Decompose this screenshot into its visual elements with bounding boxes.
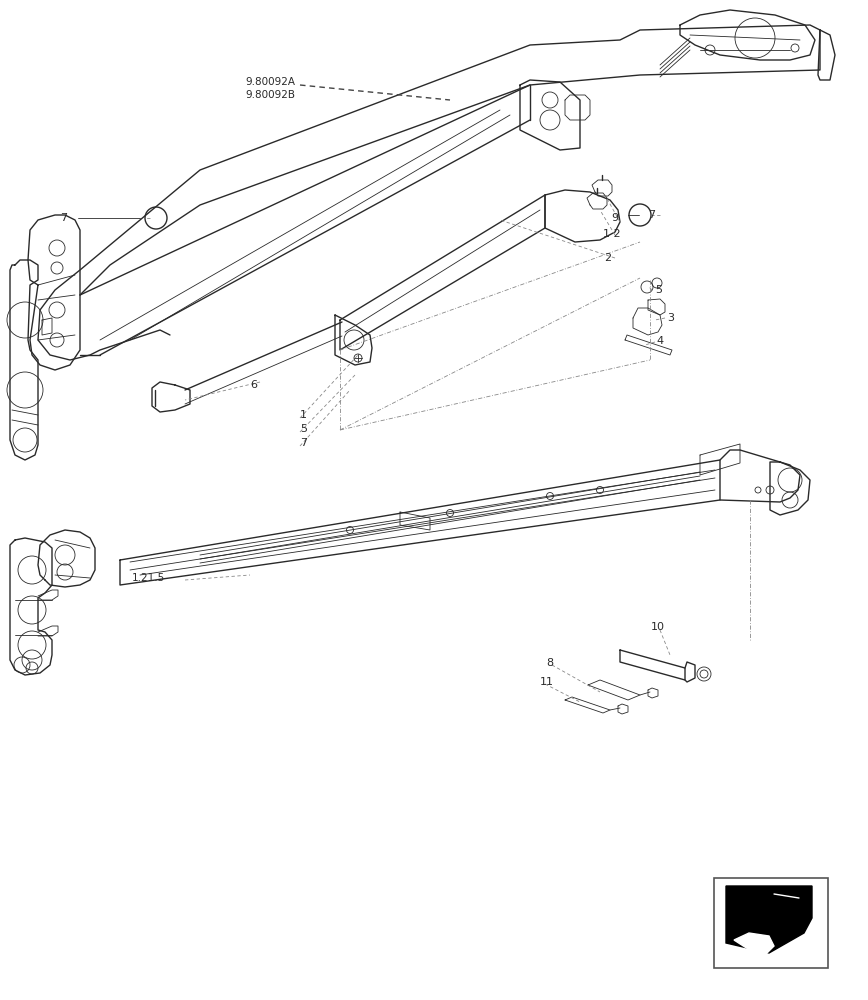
Text: 9: 9: [611, 213, 618, 223]
Text: 7: 7: [300, 438, 307, 448]
Text: 1: 1: [300, 410, 307, 420]
Text: 7: 7: [648, 210, 655, 220]
Text: 9.80092B: 9.80092B: [245, 90, 295, 100]
Polygon shape: [726, 886, 812, 953]
Bar: [714, 878, 828, 968]
Text: 2: 2: [604, 253, 611, 263]
Text: 8: 8: [546, 658, 553, 668]
Text: 3: 3: [667, 313, 674, 323]
Text: 4: 4: [656, 336, 663, 346]
Text: 1 2: 1 2: [603, 229, 621, 239]
Text: 10: 10: [651, 622, 665, 632]
Text: 9.80092A: 9.80092A: [245, 77, 295, 87]
Polygon shape: [734, 933, 774, 958]
Text: 6: 6: [250, 380, 257, 390]
Text: 5: 5: [655, 285, 662, 295]
Text: 5: 5: [300, 424, 307, 434]
Text: 11: 11: [540, 677, 554, 687]
Text: 7: 7: [60, 213, 67, 223]
Text: 1.21.5: 1.21.5: [132, 573, 165, 583]
